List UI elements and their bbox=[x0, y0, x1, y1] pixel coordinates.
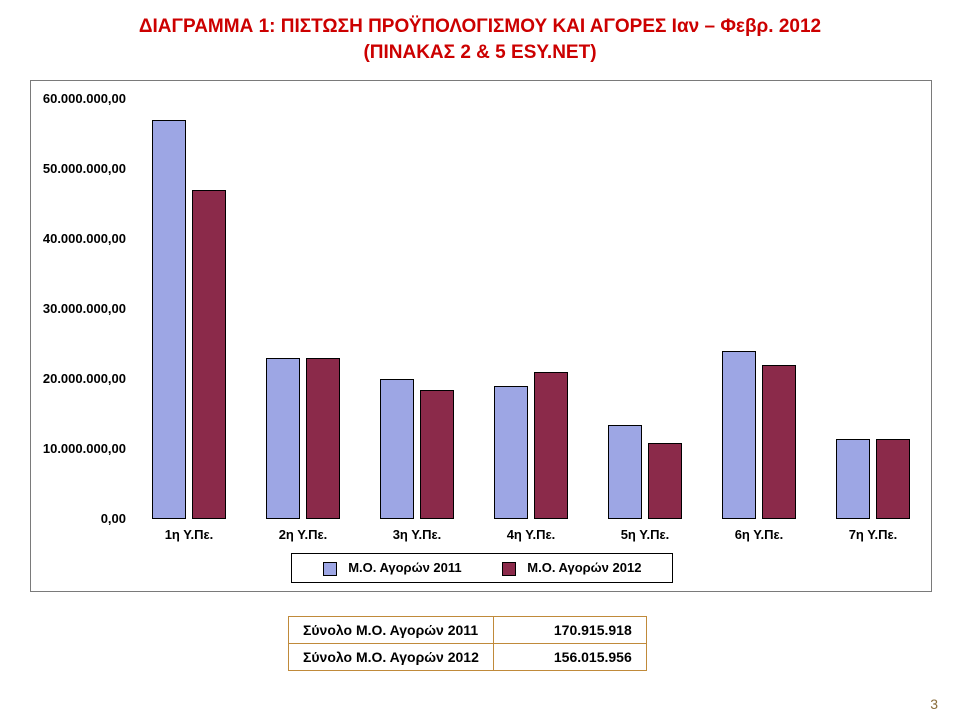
bar bbox=[534, 372, 568, 519]
summary-label-2011: Σύνολο Μ.Ο. Αγορών 2011 bbox=[289, 617, 494, 644]
bar bbox=[648, 443, 682, 519]
bar bbox=[762, 365, 796, 519]
bar bbox=[836, 439, 870, 520]
x-category-label: 4η Υ.Πε. bbox=[484, 527, 578, 542]
title-line2: (ΠΙΝΑΚΑΣ 2 & 5 ESY.NET) bbox=[363, 42, 596, 63]
title-line1: ΔΙΑΓΡΑΜΜΑ 1: ΠΙΣΤΩΣΗ ΠΡΟΫΠΟΛΟΓΙΣΜΟΥ ΚΑΙ … bbox=[139, 16, 821, 37]
bar bbox=[722, 351, 756, 519]
bar bbox=[608, 425, 642, 520]
bar bbox=[266, 358, 300, 519]
y-tick-label: 0,00 bbox=[31, 511, 126, 526]
table-row: Σύνολο Μ.Ο. Αγορών 2011 170.915.918 bbox=[289, 617, 647, 644]
x-category-label: 6η Υ.Πε. bbox=[712, 527, 806, 542]
x-category-label: 5η Υ.Πε. bbox=[598, 527, 692, 542]
bar bbox=[494, 386, 528, 519]
bar bbox=[152, 120, 186, 519]
summary-label-2012: Σύνολο Μ.Ο. Αγορών 2012 bbox=[289, 644, 494, 671]
bar bbox=[420, 390, 454, 520]
y-tick-label: 40.000.000,00 bbox=[31, 231, 126, 246]
legend-swatch-2011 bbox=[323, 562, 337, 576]
legend-item-2012: Μ.Ο. Αγορών 2012 bbox=[502, 560, 642, 576]
page-number: 3 bbox=[930, 696, 938, 712]
legend-swatch-2012 bbox=[502, 562, 516, 576]
summary-value-2012: 156.015.956 bbox=[493, 644, 646, 671]
y-tick-label: 30.000.000,00 bbox=[31, 301, 126, 316]
chart-title: ΔΙΑΓΡΑΜΜΑ 1: ΠΙΣΤΩΣΗ ΠΡΟΫΠΟΛΟΓΙΣΜΟΥ ΚΑΙ … bbox=[0, 14, 960, 65]
bar bbox=[306, 358, 340, 519]
y-tick-label: 50.000.000,00 bbox=[31, 161, 126, 176]
summary-value-2011: 170.915.918 bbox=[493, 617, 646, 644]
x-category-label: 2η Υ.Πε. bbox=[256, 527, 350, 542]
x-category-label: 7η Υ.Πε. bbox=[826, 527, 920, 542]
chart-container: Μ.Ο. Αγορών 2011 Μ.Ο. Αγορών 2012 0,00 10… bbox=[30, 80, 932, 592]
bar bbox=[192, 190, 226, 519]
table-row: Σύνολο Μ.Ο. Αγορών 2012 156.015.956 bbox=[289, 644, 647, 671]
y-tick-label: 10.000.000,00 bbox=[31, 441, 126, 456]
legend-item-2011: Μ.Ο. Αγορών 2011 bbox=[323, 560, 462, 576]
y-tick-label: 20.000.000,00 bbox=[31, 371, 126, 386]
bar bbox=[876, 439, 910, 520]
summary-table: Σύνολο Μ.Ο. Αγορών 2011 170.915.918 Σύνο… bbox=[288, 616, 647, 671]
plot-area bbox=[136, 99, 916, 519]
y-tick-label: 60.000.000,00 bbox=[31, 91, 126, 106]
x-category-label: 3η Υ.Πε. bbox=[370, 527, 464, 542]
bar bbox=[380, 379, 414, 519]
x-category-label: 1η Υ.Πε. bbox=[142, 527, 236, 542]
legend: Μ.Ο. Αγορών 2011 Μ.Ο. Αγορών 2012 bbox=[291, 553, 673, 583]
